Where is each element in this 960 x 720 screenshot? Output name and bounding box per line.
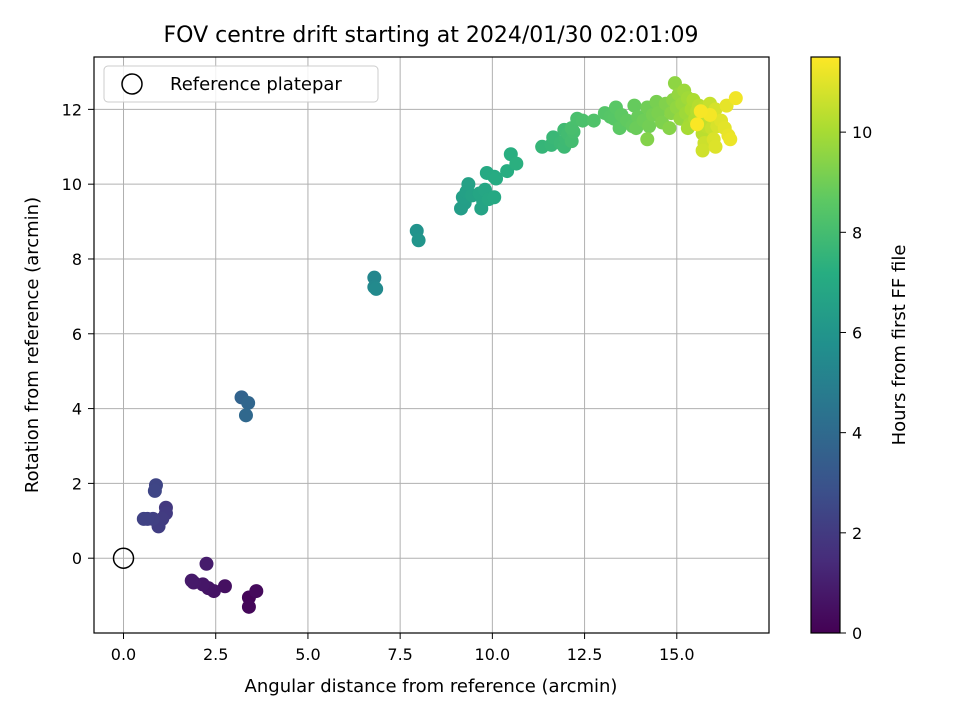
x-tick-label-2: 5.0 (295, 645, 320, 664)
colorbar-tick-label-1: 2 (852, 524, 862, 543)
data-point-16 (136, 511, 151, 526)
data-point-57 (575, 113, 590, 128)
data-point-24 (369, 281, 384, 296)
data-point-2 (249, 584, 264, 599)
legend-marker (121, 73, 143, 95)
colorbar-label: Hours from first FF file (889, 245, 910, 446)
data-point-58 (586, 113, 601, 128)
colorbar-ticks: 0 2 4 6 8 10 (840, 123, 872, 643)
y-tick-label-2: 4 (72, 400, 82, 419)
legend-box (103, 65, 379, 103)
data-point-41 (489, 171, 504, 186)
data-point-105 (695, 143, 710, 158)
x-tick-label-4: 10.0 (475, 645, 511, 664)
chart-title: FOV centre drift starting at 2024/01/30 … (164, 23, 699, 48)
legend-label: Reference platepar (170, 74, 342, 95)
x-tick-label-6: 15.0 (659, 645, 695, 664)
data-point-110 (708, 139, 723, 154)
data-point-18 (147, 483, 162, 498)
colorbar-tick-label-4: 8 (852, 223, 862, 242)
colorbar-tick-label-3: 6 (852, 323, 862, 342)
data-point-78 (640, 132, 655, 147)
data-point-8 (184, 573, 199, 588)
y-tick-label-3: 6 (72, 325, 82, 344)
x-tick-label-0: 0.0 (111, 645, 136, 664)
y-tick-label-5: 10 (62, 175, 82, 194)
data-point-72 (642, 119, 657, 134)
data-point-119 (690, 117, 705, 132)
legend: Reference platepar (103, 65, 379, 103)
data-point-26 (411, 233, 426, 248)
x-tick-label-5: 12.5 (567, 645, 603, 664)
colorbar-tick-label-5: 10 (852, 123, 872, 142)
data-point-31 (461, 177, 476, 192)
data-point-118 (693, 104, 708, 119)
data-points (136, 76, 743, 614)
data-point-1 (241, 599, 256, 614)
x-axis-ticks: 0.0 2.5 5.0 7.5 10.0 12.5 15.0 (111, 633, 695, 664)
y-tick-label-0: 0 (72, 549, 82, 568)
colorbar (811, 57, 840, 633)
x-tick-label-3: 7.5 (387, 645, 412, 664)
data-point-116 (728, 91, 743, 106)
data-point-79 (662, 121, 677, 136)
colorbar-frame (810, 56, 841, 634)
reference-marker-group (112, 547, 135, 569)
data-point-3 (217, 579, 232, 594)
y-axis-label: Rotation from reference (arcmin) (22, 197, 43, 493)
data-point-115 (723, 132, 738, 147)
colorbar-tick-label-0: 0 (852, 624, 862, 643)
y-tick-label-4: 8 (72, 250, 82, 269)
x-axis-label: Angular distance from reference (arcmin) (245, 676, 618, 697)
reference-point-marker (112, 547, 135, 569)
data-point-38 (487, 190, 502, 205)
data-point-44 (509, 156, 524, 171)
data-point-67 (627, 98, 642, 113)
data-point-21 (238, 408, 253, 423)
x-tick-label-1: 2.5 (203, 645, 228, 664)
plot-frame (93, 56, 770, 634)
y-tick-label-1: 2 (72, 474, 82, 493)
data-point-20 (241, 395, 256, 410)
colorbar-tick-label-2: 4 (852, 424, 862, 443)
y-axis-ticks: 0 2 4 6 8 10 12 (62, 100, 94, 568)
data-point-9 (199, 556, 214, 571)
grid-lines (94, 57, 769, 633)
y-tick-label-6: 12 (62, 100, 82, 119)
